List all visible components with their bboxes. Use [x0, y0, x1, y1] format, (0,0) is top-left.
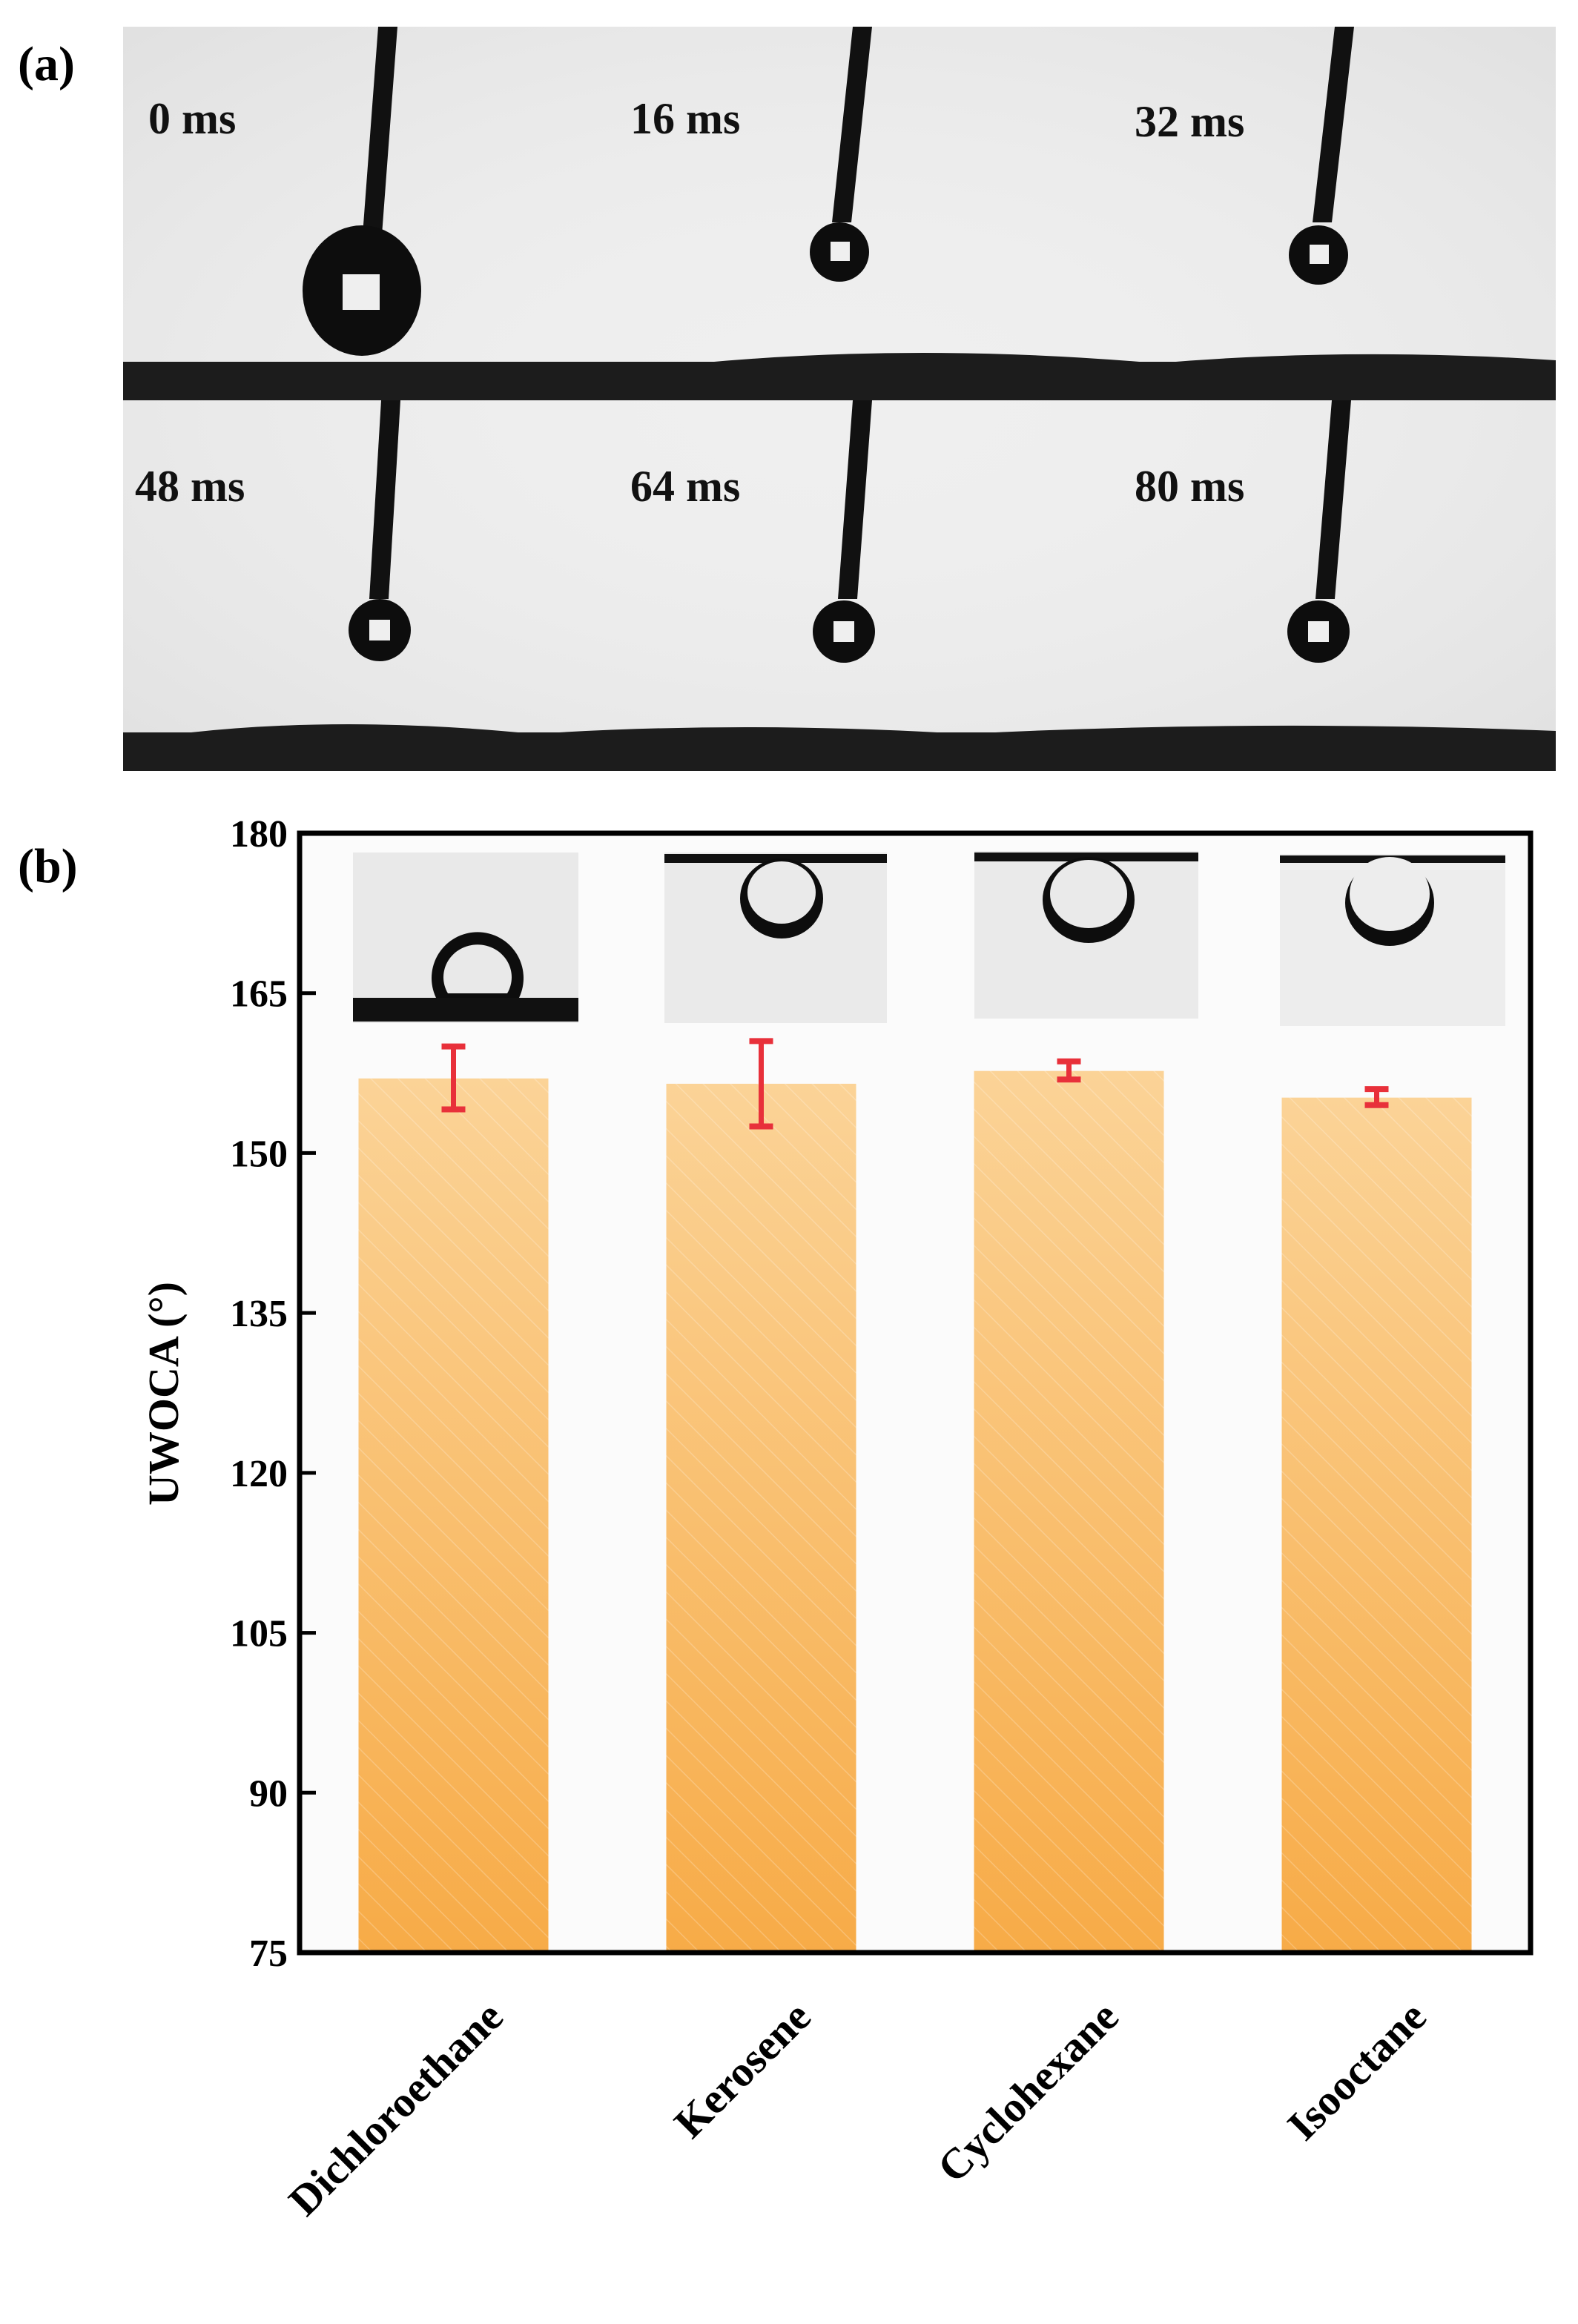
time-label-16ms: 16 ms	[630, 94, 740, 143]
x-tick-label-cyclohexane: Cyclohexane	[928, 1992, 1127, 2191]
droplet-highlight	[1310, 245, 1329, 264]
y-tick-label-135: 135	[230, 1293, 288, 1335]
droplet-highlight	[831, 242, 850, 261]
frame-0ms	[303, 27, 421, 356]
frame-64ms	[813, 400, 875, 663]
y-axis-ticks: 75 90 105 120 135 150 165 180	[230, 813, 316, 1975]
inset-kerosene	[664, 853, 887, 1023]
frame-80ms	[1287, 400, 1351, 663]
needle	[838, 400, 872, 599]
bar-hatch-cyclohexane	[974, 1070, 1164, 1953]
needle	[1313, 27, 1354, 222]
x-axis-labels: Dichloroethane Kerosene Cyclohexane Isoocta…	[280, 1992, 1436, 2225]
droplet-highlight	[1308, 621, 1329, 642]
bar-hatch-dichloroethane	[358, 1078, 549, 1953]
needle	[1315, 400, 1351, 599]
droplet-sequence-photo: 0 ms 16 ms 32 ms 48 ms 64 ms 80 ms	[123, 27, 1556, 771]
needle	[362, 27, 397, 245]
bar-hatch-kerosene	[666, 1083, 856, 1953]
y-tick-label-165: 165	[230, 973, 288, 1016]
panel-b-label: (b)	[18, 839, 78, 893]
droplet-highlight	[343, 274, 380, 310]
substrate-strip-bottom	[123, 732, 1556, 771]
frame-32ms	[1289, 27, 1354, 285]
substrate-bulge-bottom	[178, 724, 1556, 734]
inset-cyclohexane	[974, 851, 1198, 1019]
y-axis-title: UWOCA (°)	[139, 1282, 188, 1506]
error-bar-dichloroethane	[441, 1043, 466, 1113]
x-tick-label-isooctane: Isooctane	[1278, 1992, 1435, 2149]
error-bar-kerosene	[749, 1038, 773, 1130]
needle	[369, 400, 400, 599]
bar-hatch-isooctane	[1281, 1097, 1472, 1953]
inset-dichloroethane	[353, 853, 578, 1023]
time-label-64ms: 64 ms	[630, 462, 740, 511]
plot-frame	[297, 830, 1534, 1956]
substrate-bulge-top	[697, 353, 1556, 363]
time-label-48ms: 48 ms	[135, 462, 245, 511]
y-tick-label-75: 75	[249, 1933, 288, 1975]
droplet-highlight	[369, 620, 390, 640]
needle	[832, 27, 872, 222]
error-bars	[441, 1038, 1389, 1130]
error-bar-isooctane	[1364, 1086, 1389, 1108]
y-tick-label-180: 180	[230, 813, 288, 855]
time-label-32ms: 32 ms	[1135, 97, 1244, 146]
x-tick-label-dichloroethane: Dichloroethane	[280, 1992, 512, 2225]
y-tick-label-150: 150	[230, 1133, 288, 1175]
y-tick-label-90: 90	[249, 1772, 288, 1815]
inset-isooctane	[1280, 854, 1505, 1026]
x-tick-label-kerosene: Kerosene	[664, 1992, 819, 2147]
frame-16ms	[810, 27, 872, 282]
y-tick-label-120: 120	[230, 1453, 288, 1495]
panel-a-label: (a)	[18, 37, 75, 91]
bars	[358, 1070, 1472, 1953]
time-label-80ms: 80 ms	[1135, 462, 1244, 511]
frame-48ms	[349, 400, 411, 661]
error-bar-cyclohexane	[1057, 1058, 1081, 1083]
time-label-0ms: 0 ms	[148, 94, 236, 143]
droplet-highlight	[833, 621, 854, 642]
substrate-strip-top	[123, 362, 1556, 400]
droplet-insets	[353, 851, 1505, 1026]
y-tick-label-105: 105	[230, 1613, 288, 1655]
